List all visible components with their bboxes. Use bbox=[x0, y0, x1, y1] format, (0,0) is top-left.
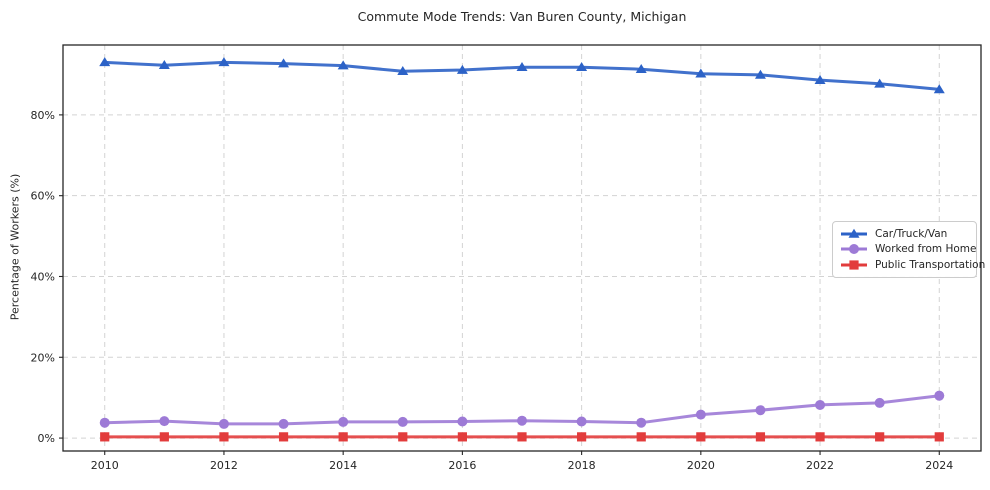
y-tick-label: 60% bbox=[31, 190, 55, 203]
marker-car-truck-van-2013 bbox=[278, 58, 290, 68]
marker-worked-from-home-2019 bbox=[636, 417, 647, 428]
marker-car-truck-van-2011 bbox=[158, 59, 170, 69]
marker-public-transportation-2021 bbox=[755, 432, 766, 442]
marker-public-transportation-2014 bbox=[338, 432, 348, 442]
marker-public-transportation-2020 bbox=[696, 432, 706, 442]
marker-car-truck-van-2020 bbox=[695, 68, 707, 78]
marker-worked-from-home-2015 bbox=[397, 416, 408, 427]
series-public-transportation bbox=[100, 432, 944, 442]
marker-public-transportation-2019 bbox=[636, 432, 646, 442]
marker-worked-from-home-2024 bbox=[934, 390, 945, 401]
legend-marker-circle bbox=[849, 244, 859, 255]
y-tick-label: 80% bbox=[31, 109, 55, 122]
x-tick-label: 2022 bbox=[806, 459, 834, 472]
legend-label: Car/Truck/Van bbox=[875, 227, 948, 240]
marker-car-truck-van-2016 bbox=[456, 64, 468, 74]
x-tick-label: 2018 bbox=[568, 459, 596, 472]
marker-worked-from-home-2022 bbox=[815, 399, 826, 410]
legend-label: Public Transportation bbox=[875, 259, 986, 272]
marker-car-truck-van-2014 bbox=[337, 60, 349, 70]
x-tick-label: 2020 bbox=[687, 459, 715, 472]
marker-worked-from-home-2017 bbox=[517, 415, 527, 426]
marker-public-transportation-2011 bbox=[159, 432, 169, 442]
marker-public-transportation-2016 bbox=[457, 432, 467, 442]
marker-worked-from-home-2013 bbox=[278, 418, 289, 429]
legend-marker-triangle bbox=[848, 228, 860, 238]
x-tick-label: 2012 bbox=[210, 459, 238, 472]
y-tick-label: 20% bbox=[31, 351, 55, 364]
x-tick-label: 2014 bbox=[329, 459, 357, 472]
legend: Car/Truck/Van Worked from Home Public Tr… bbox=[832, 221, 985, 278]
marker-car-truck-van-2010 bbox=[99, 57, 111, 67]
marker-worked-from-home-2020 bbox=[695, 409, 706, 420]
marker-worked-from-home-2018 bbox=[576, 416, 587, 427]
y-tick-label: 40% bbox=[31, 270, 55, 283]
marker-worked-from-home-2021 bbox=[755, 405, 766, 416]
marker-car-truck-van-2015 bbox=[397, 66, 409, 76]
legend-label: Worked from Home bbox=[875, 243, 977, 256]
series-car-truck-van bbox=[99, 57, 945, 94]
legend-item-car-truck-van: Car/Truck/Van bbox=[839, 226, 970, 241]
marker-public-transportation-2010 bbox=[100, 432, 110, 442]
series-worked-from-home bbox=[99, 390, 945, 429]
marker-public-transportation-2023 bbox=[875, 432, 885, 442]
marker-worked-from-home-2014 bbox=[338, 416, 349, 427]
marker-public-transportation-2022 bbox=[815, 432, 825, 442]
marker-car-truck-van-2019 bbox=[635, 64, 647, 74]
marker-car-truck-van-2024 bbox=[933, 84, 945, 94]
legend-marker-square-icon bbox=[841, 260, 867, 270]
marker-car-truck-van-2018 bbox=[576, 62, 588, 72]
marker-public-transportation-2012 bbox=[219, 432, 229, 442]
legend-marker-triangle-icon bbox=[841, 228, 867, 238]
marker-worked-from-home-2012 bbox=[218, 418, 229, 429]
y-tick-label: 0% bbox=[38, 432, 55, 445]
x-tick-label: 2010 bbox=[91, 459, 119, 472]
legend-marker-circle-icon bbox=[841, 244, 867, 255]
legend-item-public-transportation: Public Transportation bbox=[839, 258, 985, 273]
marker-car-truck-van-2021 bbox=[754, 69, 766, 79]
chart-title: Commute Mode Trends: Van Buren County, M… bbox=[357, 9, 687, 24]
legend-item-worked-from-home: Worked from Home bbox=[839, 242, 976, 257]
marker-worked-from-home-2011 bbox=[159, 416, 170, 427]
plot-border bbox=[62, 44, 982, 452]
marker-public-transportation-2024 bbox=[934, 432, 944, 442]
marker-car-truck-van-2022 bbox=[814, 74, 826, 84]
marker-public-transportation-2013 bbox=[278, 432, 289, 442]
marker-worked-from-home-2016 bbox=[457, 416, 468, 427]
marker-worked-from-home-2023 bbox=[874, 397, 885, 408]
x-tick-label: 2024 bbox=[925, 459, 953, 472]
marker-car-truck-van-2017 bbox=[516, 62, 528, 72]
marker-public-transportation-2017 bbox=[517, 432, 527, 442]
marker-public-transportation-2015 bbox=[398, 432, 408, 442]
marker-car-truck-van-2023 bbox=[874, 78, 886, 88]
marker-worked-from-home-2010 bbox=[99, 417, 110, 428]
x-tick-label: 2016 bbox=[448, 459, 476, 472]
marker-public-transportation-2018 bbox=[577, 432, 587, 442]
legend-marker-square bbox=[849, 260, 859, 270]
marker-car-truck-van-2012 bbox=[218, 57, 230, 67]
